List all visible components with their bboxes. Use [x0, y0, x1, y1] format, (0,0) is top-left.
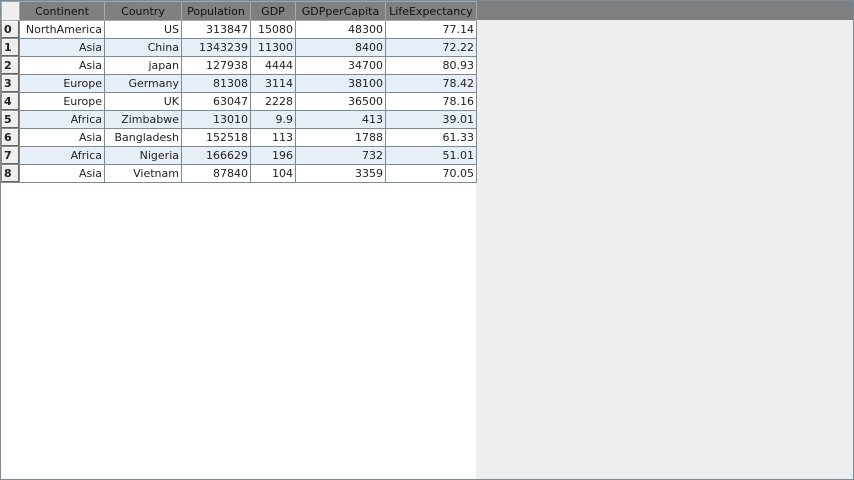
cell-continent[interactable]: Africa [19, 146, 105, 165]
table-row[interactable]: 5 Africa Zimbabwe 13010 9.9 413 39.01 [1, 110, 477, 129]
cell-lifeexpectancy[interactable]: 39.01 [385, 110, 477, 129]
cell-lifeexpectancy[interactable]: 78.42 [385, 74, 477, 93]
cell-gdp[interactable]: 3114 [250, 74, 296, 93]
cell-continent[interactable]: NorthAmerica [19, 20, 105, 39]
column-header-continent[interactable]: Continent [19, 1, 105, 21]
cell-population[interactable]: 166629 [181, 146, 251, 165]
cell-gdp[interactable]: 196 [250, 146, 296, 165]
table-row[interactable]: 0 NorthAmerica US 313847 15080 48300 77.14 [1, 20, 477, 39]
row-header[interactable]: 3 [1, 74, 20, 93]
cell-lifeexpectancy[interactable]: 78.16 [385, 92, 477, 111]
cell-population[interactable]: 13010 [181, 110, 251, 129]
cell-country[interactable]: Bangladesh [104, 128, 182, 147]
cell-gdppercapita[interactable]: 34700 [295, 56, 386, 75]
table-row[interactable]: 8 Asia Vietnam 87840 104 3359 70.05 [1, 164, 477, 183]
cell-continent[interactable]: Asia [19, 128, 105, 147]
cell-gdp[interactable]: 113 [250, 128, 296, 147]
row-header[interactable]: 2 [1, 56, 20, 75]
cell-country[interactable]: japan [104, 56, 182, 75]
table-row[interactable]: 4 Europe UK 63047 2228 36500 78.16 [1, 92, 477, 111]
cell-country[interactable]: China [104, 38, 182, 57]
header-row: Continent Country Population GDP GDPperC… [1, 1, 477, 21]
cell-gdppercapita[interactable]: 732 [295, 146, 386, 165]
table-row[interactable]: 3 Europe Germany 81308 3114 38100 78.42 [1, 74, 477, 93]
cell-gdppercapita[interactable]: 1788 [295, 128, 386, 147]
column-header-population[interactable]: Population [181, 1, 251, 21]
cell-gdp[interactable]: 4444 [250, 56, 296, 75]
row-header[interactable]: 4 [1, 92, 20, 111]
cell-population[interactable]: 313847 [181, 20, 251, 39]
cell-gdp[interactable]: 104 [250, 164, 296, 183]
cell-gdp[interactable]: 11300 [250, 38, 296, 57]
cell-gdppercapita[interactable]: 8400 [295, 38, 386, 57]
table-row[interactable]: 6 Asia Bangladesh 152518 113 1788 61.33 [1, 128, 477, 147]
table-row[interactable]: 1 Asia China 1343239 11300 8400 72.22 [1, 38, 477, 57]
cell-population[interactable]: 81308 [181, 74, 251, 93]
column-header-gdp[interactable]: GDP [250, 1, 296, 21]
cell-lifeexpectancy[interactable]: 80.93 [385, 56, 477, 75]
cell-gdp[interactable]: 9.9 [250, 110, 296, 129]
cell-population[interactable]: 87840 [181, 164, 251, 183]
cell-lifeexpectancy[interactable]: 70.05 [385, 164, 477, 183]
cell-lifeexpectancy[interactable]: 61.33 [385, 128, 477, 147]
cell-population[interactable]: 152518 [181, 128, 251, 147]
cell-gdp[interactable]: 2228 [250, 92, 296, 111]
row-header[interactable]: 7 [1, 146, 20, 165]
cell-continent[interactable]: Asia [19, 38, 105, 57]
cell-lifeexpectancy[interactable]: 77.14 [385, 20, 477, 39]
row-header[interactable]: 5 [1, 110, 20, 129]
row-header[interactable]: 8 [1, 164, 20, 183]
cell-country[interactable]: UK [104, 92, 182, 111]
cell-gdppercapita[interactable]: 48300 [295, 20, 386, 39]
cell-population[interactable]: 127938 [181, 56, 251, 75]
cell-gdppercapita[interactable]: 413 [295, 110, 386, 129]
cell-gdp[interactable]: 15080 [250, 20, 296, 39]
column-header-gdppercapita[interactable]: GDPperCapita [295, 1, 386, 21]
cell-gdppercapita[interactable]: 36500 [295, 92, 386, 111]
table-row[interactable]: 7 Africa Nigeria 166629 196 732 51.01 [1, 146, 477, 165]
cell-continent[interactable]: Europe [19, 74, 105, 93]
cell-country[interactable]: Vietnam [104, 164, 182, 183]
cell-population[interactable]: 1343239 [181, 38, 251, 57]
cell-gdppercapita[interactable]: 38100 [295, 74, 386, 93]
corner-cell[interactable] [1, 1, 20, 21]
cell-continent[interactable]: Europe [19, 92, 105, 111]
cell-country[interactable]: Zimbabwe [104, 110, 182, 129]
cell-population[interactable]: 63047 [181, 92, 251, 111]
cell-country[interactable]: Germany [104, 74, 182, 93]
cell-continent[interactable]: Asia [19, 164, 105, 183]
table-row[interactable]: 2 Asia japan 127938 4444 34700 80.93 [1, 56, 477, 75]
column-header-lifeexpectancy[interactable]: LifeExpectancy [385, 1, 477, 21]
cell-country[interactable]: US [104, 20, 182, 39]
cell-continent[interactable]: Africa [19, 110, 105, 129]
cell-country[interactable]: Nigeria [104, 146, 182, 165]
row-header[interactable]: 6 [1, 128, 20, 147]
row-header[interactable]: 0 [1, 20, 20, 39]
data-table: Continent Country Population GDP GDPperC… [1, 1, 477, 183]
cell-lifeexpectancy[interactable]: 51.01 [385, 146, 477, 165]
row-header[interactable]: 1 [1, 38, 20, 57]
cell-continent[interactable]: Asia [19, 56, 105, 75]
cell-gdppercapita[interactable]: 3359 [295, 164, 386, 183]
column-header-country[interactable]: Country [104, 1, 182, 21]
cell-lifeexpectancy[interactable]: 72.22 [385, 38, 477, 57]
